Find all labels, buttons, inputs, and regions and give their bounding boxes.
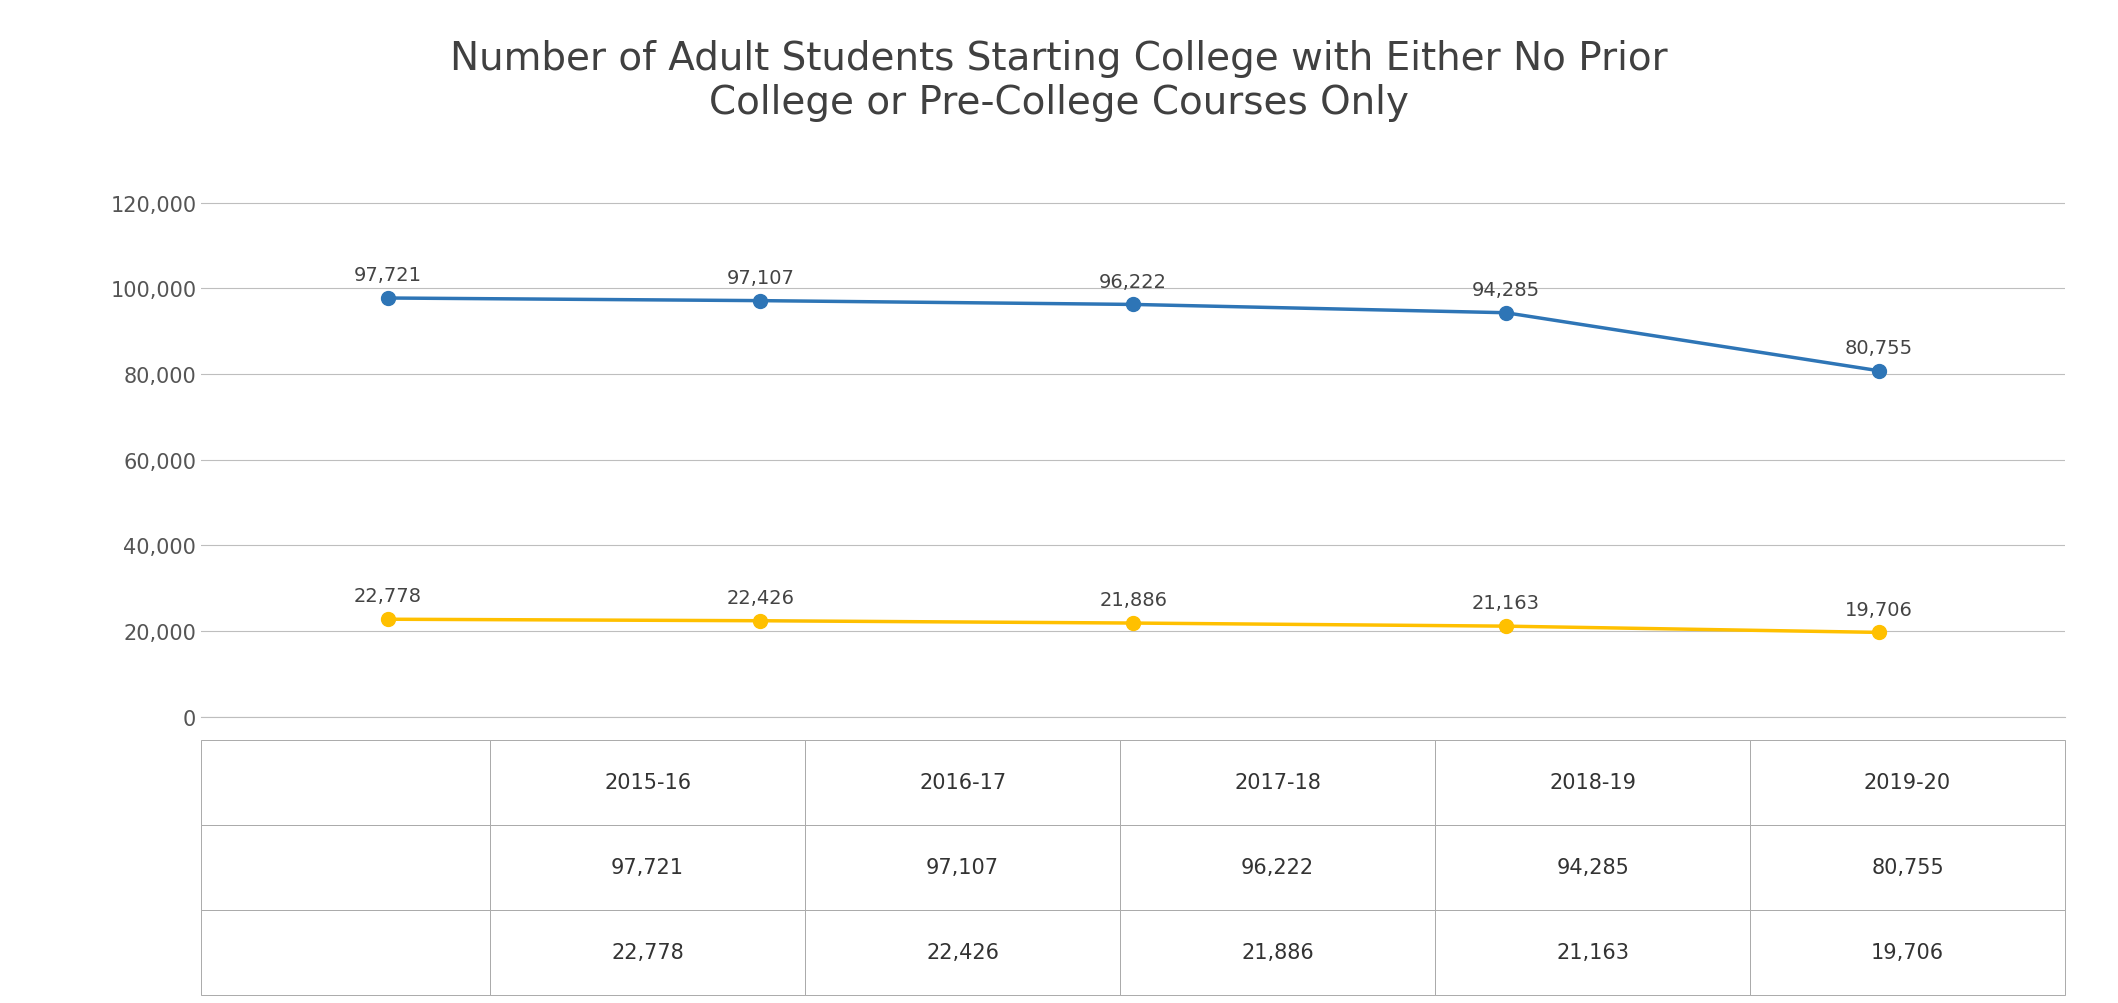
- Text: 97,721: 97,721: [612, 858, 684, 878]
- Text: Number of Adult Students Starting College with Either No Prior
College or Pre-Co: Number of Adult Students Starting Colleg…: [451, 40, 1667, 122]
- Text: 80,755: 80,755: [1845, 338, 1913, 357]
- Text: 96,222: 96,222: [1241, 858, 1313, 878]
- Text: 22,778: 22,778: [354, 587, 421, 606]
- Text: 97,107: 97,107: [926, 858, 1000, 878]
- Text: 2015-16: 2015-16: [604, 772, 690, 792]
- Text: 19,706: 19,706: [1870, 943, 1944, 963]
- Text: 21,163: 21,163: [1472, 594, 1540, 613]
- Text: 2017-18: 2017-18: [1235, 772, 1322, 792]
- Text: 97,721: 97,721: [354, 266, 421, 285]
- Text: 22,778: 22,778: [612, 943, 684, 963]
- Text: 94,285: 94,285: [1472, 281, 1540, 300]
- Text: 94,285: 94,285: [1557, 858, 1629, 878]
- Text: 22,426: 22,426: [726, 589, 794, 607]
- Text: 21,886: 21,886: [1241, 943, 1313, 963]
- Text: 80,755: 80,755: [1870, 858, 1944, 878]
- Text: 21,886: 21,886: [1099, 591, 1167, 610]
- Text: 2019-20: 2019-20: [1864, 772, 1951, 792]
- Text: 2018-19: 2018-19: [1548, 772, 1635, 792]
- Text: 96,222: 96,222: [1099, 272, 1167, 291]
- Text: 22,426: 22,426: [926, 943, 1000, 963]
- Text: HU SOC: HU SOC: [307, 943, 390, 963]
- Text: Total Students: Total Students: [307, 858, 455, 878]
- Text: 19,706: 19,706: [1845, 600, 1913, 619]
- Text: 2016-17: 2016-17: [919, 772, 1006, 792]
- Text: 97,107: 97,107: [726, 269, 794, 288]
- Text: 21,163: 21,163: [1557, 943, 1629, 963]
